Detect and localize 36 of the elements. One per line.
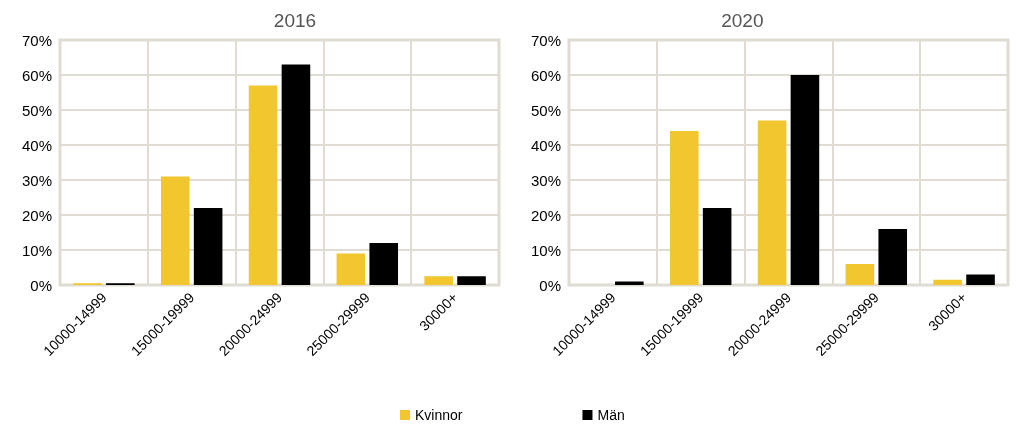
y-tick-label: 20% bbox=[21, 206, 52, 224]
y-tick-label: 10% bbox=[21, 241, 52, 259]
y-tick-label: 60% bbox=[21, 66, 52, 84]
bar bbox=[248, 85, 278, 285]
bar bbox=[845, 264, 875, 285]
y-tick-label: 20% bbox=[530, 206, 561, 224]
y-tick-label: 0% bbox=[30, 276, 52, 294]
legend-label: Kvinnor bbox=[415, 407, 463, 423]
chart-title: 2020 bbox=[721, 10, 764, 31]
y-tick-label: 50% bbox=[530, 101, 561, 119]
y-tick-label: 50% bbox=[21, 101, 52, 119]
bar bbox=[933, 279, 962, 285]
y-tick-label: 70% bbox=[21, 31, 52, 49]
legend-label: Män bbox=[597, 407, 625, 423]
bar bbox=[790, 75, 820, 285]
bar bbox=[424, 276, 453, 285]
y-tick-label: 60% bbox=[530, 66, 561, 84]
y-tick-label: 30% bbox=[21, 171, 52, 189]
bar bbox=[160, 176, 190, 285]
bar bbox=[336, 253, 366, 285]
y-tick-label: 40% bbox=[530, 136, 561, 154]
chart-title: 2016 bbox=[273, 10, 317, 31]
y-tick-label: 0% bbox=[539, 276, 561, 294]
bar bbox=[457, 276, 486, 285]
bar bbox=[966, 274, 995, 285]
bar bbox=[369, 243, 399, 285]
y-tick-label: 10% bbox=[530, 241, 561, 259]
y-tick-label: 40% bbox=[21, 136, 52, 154]
bar bbox=[193, 208, 223, 285]
bar bbox=[281, 64, 311, 285]
bar bbox=[757, 120, 787, 285]
bar bbox=[702, 208, 732, 285]
y-tick-label: 70% bbox=[530, 31, 561, 49]
y-tick-label: 30% bbox=[530, 171, 561, 189]
bar bbox=[669, 131, 699, 285]
bar bbox=[878, 229, 908, 285]
